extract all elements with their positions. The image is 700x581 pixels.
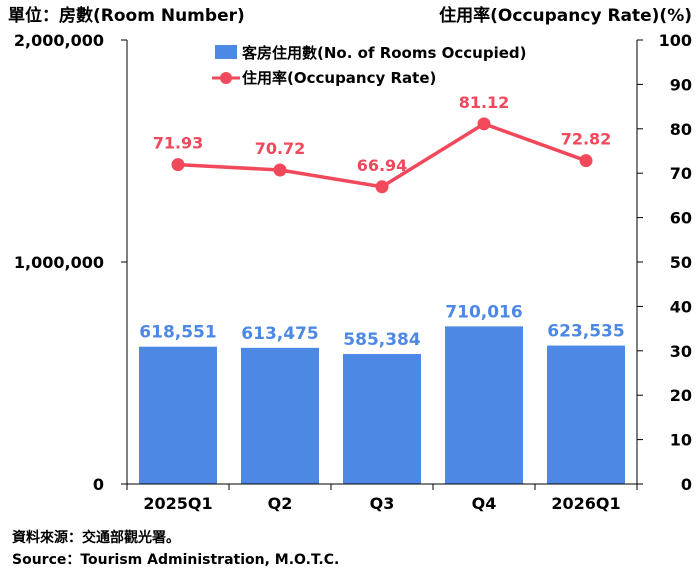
right-tick-label: 10 [670,431,692,450]
line-series-group: 71.93 70.72 66.94 81.12 72.82 [153,93,612,194]
left-tick-label: 1,000,000 [14,253,104,272]
line-value-label: 66.94 [357,156,408,175]
legend-bar-label: 客房住用數(No. of Rooms Occupied) [241,44,527,62]
right-tick-label: 40 [670,297,692,316]
x-tick-label: Q4 [472,494,497,513]
line-point [579,154,593,168]
line-point [477,117,491,131]
bar [445,326,523,484]
left-axis-title: 單位：房數(Room Number) [8,5,245,26]
line-value-label: 70.72 [255,139,306,158]
x-tick-label: 2026Q1 [551,494,620,513]
left-tick-label: 0 [93,475,104,494]
line-point [171,158,185,172]
bar [343,354,421,484]
bar [547,345,625,484]
line-point [273,163,287,177]
legend-line-label: 住用率(Occupancy Rate) [242,69,436,87]
bar-value-label: 623,535 [547,322,624,342]
right-tick-label: 20 [670,386,692,405]
bar-value-label: 710,016 [445,302,522,322]
bar [241,347,319,484]
bar-value-label: 618,551 [139,323,216,343]
legend-line-marker [220,72,232,84]
line-point [375,180,389,194]
right-tick-label: 0 [681,475,692,494]
right-tick-label: 90 [670,75,692,94]
x-tick-label: Q2 [268,494,293,513]
line-value-label: 71.93 [153,134,204,153]
x-tick-label: 2025Q1 [143,494,212,513]
source-note-en: Source：Tourism Administration, M.O.T.C. [12,552,340,568]
right-axis-title: 住用率(Occupancy Rate)(%) [439,5,692,26]
line-value-label: 72.82 [561,130,612,149]
line-value-label: 81.12 [459,93,510,112]
right-tick-label: 80 [670,120,692,139]
right-tick-label: 70 [670,164,692,183]
x-tick-label: Q3 [370,494,395,513]
right-tick-label: 60 [670,209,692,228]
source-note-zh: 資料來源：交通部觀光署。 [12,530,180,546]
right-tick-label: 100 [659,31,692,50]
bar-value-label: 613,475 [241,324,318,344]
bar [139,346,217,484]
axes-group: 0 1,000,000 2,000,000 0 10 20 30 40 50 60 70 80 90 10… [14,31,692,513]
right-tick-label: 30 [670,342,692,361]
legend-bar-swatch [215,45,237,59]
bar-value-label: 585,384 [343,330,421,350]
bars-group: 618,551 613,475 585,384 710,016 623,535 [139,302,625,484]
left-tick-label: 2,000,000 [14,31,104,50]
legend: 客房住用數(No. of Rooms Occupied) 住用率(Occupan… [212,44,527,87]
right-tick-label: 50 [670,253,692,272]
